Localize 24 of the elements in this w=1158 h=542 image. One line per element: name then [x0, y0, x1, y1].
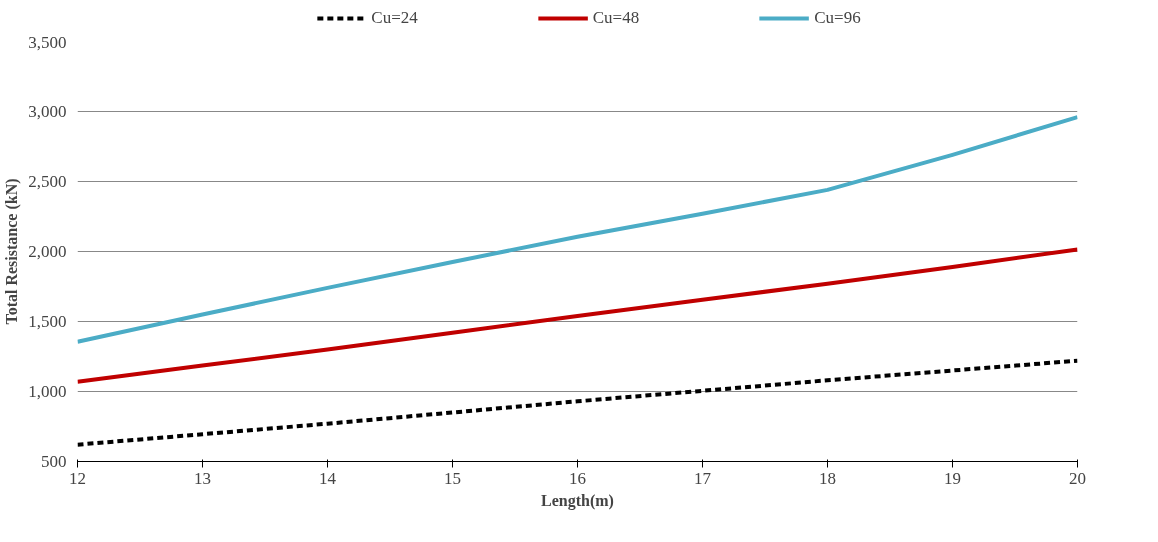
legend-label: Cu=24 — [371, 8, 418, 28]
y-tick-label: 2,000 — [28, 242, 67, 261]
x-tick-label: 15 — [444, 468, 461, 488]
y-tick-label: 1,000 — [28, 382, 67, 401]
y-axis-title: Total Resistance (kN) — [3, 178, 22, 325]
x-tick-label: 12 — [69, 468, 86, 488]
line-series — [77, 115, 1078, 344]
line-series — [77, 358, 1078, 447]
y-tick-label: 2,500 — [28, 172, 67, 191]
x-tick-label: 19 — [944, 468, 961, 488]
y-tick-label: 3,000 — [28, 102, 67, 121]
y-tick-label: 3,500 — [28, 32, 67, 52]
y-tick-label: 1,500 — [28, 312, 67, 331]
x-tick-label: 13 — [194, 468, 211, 488]
x-axis-title: Length(m) — [541, 491, 614, 510]
x-tick-label: 14 — [319, 468, 337, 488]
x-tick-label: 18 — [819, 468, 836, 488]
legend-label: Cu=96 — [814, 8, 861, 28]
legend-label: Cu=48 — [592, 8, 640, 28]
x-tick-label: 20 — [1069, 468, 1086, 488]
x-tick-label: 16 — [569, 468, 586, 488]
line-series — [77, 247, 1078, 384]
x-tick-label: 17 — [694, 468, 712, 488]
y-tick-label: 500 — [41, 452, 67, 471]
